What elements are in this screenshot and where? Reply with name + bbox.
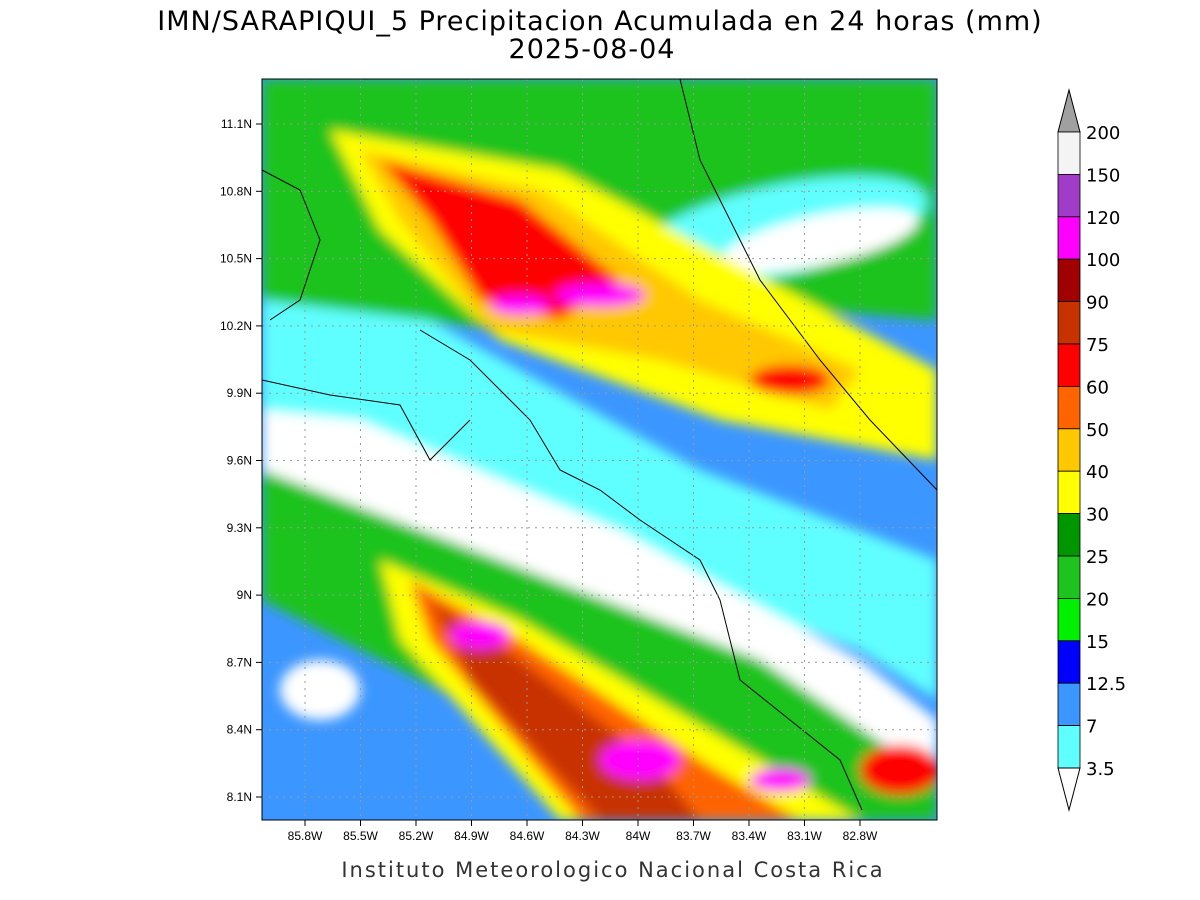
colorbar-label: 30 bbox=[1086, 505, 1109, 526]
colorbar-box bbox=[1057, 173, 1081, 218]
lat-tick-label: 10.8N bbox=[220, 184, 252, 198]
lon-tick-label: 84.6W bbox=[510, 829, 545, 843]
colorbar-over bbox=[1057, 88, 1081, 133]
colorbar-box bbox=[1057, 343, 1081, 387]
colorbar-under bbox=[1057, 767, 1081, 812]
footer: Instituto Meteorologico Nacional Costa R… bbox=[341, 858, 884, 882]
colorbar-box bbox=[1057, 385, 1081, 430]
colorbar-label: 50 bbox=[1086, 420, 1109, 441]
lon-tick-label: 83.7W bbox=[676, 829, 711, 843]
colorbar-box bbox=[1057, 555, 1081, 599]
colorbar-label: 7 bbox=[1086, 717, 1097, 738]
lon-tick-label: 83.4W bbox=[732, 829, 767, 843]
precip-field bbox=[262, 79, 937, 820]
colorbar-label: 120 bbox=[1086, 208, 1120, 229]
lat-tick-label: 10.2N bbox=[220, 319, 252, 333]
colorbar-label: 25 bbox=[1086, 547, 1109, 568]
colorbar-label: 200 bbox=[1086, 123, 1120, 144]
lon-tick-label: 85.2W bbox=[399, 829, 434, 843]
lon-tick-label: 84.9W bbox=[454, 829, 489, 843]
colorbar-box bbox=[1057, 470, 1081, 515]
colorbar-box bbox=[1057, 216, 1081, 260]
colorbar-label: 90 bbox=[1086, 293, 1109, 314]
lon-tick-label: 85.8W bbox=[288, 829, 323, 843]
map-frame bbox=[261, 78, 938, 821]
lat-tick-label: 11.1N bbox=[221, 117, 252, 131]
title: IMN/SARAPIQUI_5 Precipitacion Acumulada … bbox=[157, 6, 1042, 37]
lat-tick-label: 8.7N bbox=[227, 655, 252, 669]
lat-tick-label: 9.9N bbox=[227, 386, 252, 400]
colorbar-label: 100 bbox=[1086, 250, 1120, 271]
colorbar-label: 15 bbox=[1086, 632, 1109, 653]
colorbar-label: 12.5 bbox=[1086, 674, 1126, 695]
colorbar-box bbox=[1057, 258, 1081, 303]
colorbar-label: 40 bbox=[1086, 462, 1109, 483]
colorbar-label: 75 bbox=[1086, 335, 1109, 356]
date: 2025-08-04 bbox=[509, 34, 676, 65]
lat-tick-label: 8.4N bbox=[227, 723, 252, 737]
lat-tick-label: 9.6N bbox=[227, 454, 252, 468]
lat-tick-label: 10.5N bbox=[220, 252, 252, 266]
colorbar-label: 20 bbox=[1086, 589, 1109, 610]
lat-tick-label: 9N bbox=[237, 588, 252, 602]
colorbar-box bbox=[1057, 598, 1081, 642]
colorbar-box bbox=[1057, 640, 1081, 684]
colorbar-label: 150 bbox=[1086, 165, 1120, 186]
lat-tick-label: 9.3N bbox=[227, 521, 252, 535]
lon-tick-label: 84.3W bbox=[565, 829, 600, 843]
lon-tick-label: 84W bbox=[626, 829, 651, 843]
lon-tick-label: 85.5W bbox=[343, 829, 378, 843]
colorbar-box bbox=[1057, 513, 1081, 557]
lat-tick-label: 8.1N bbox=[227, 790, 252, 804]
colorbar-box bbox=[1057, 131, 1081, 175]
colorbar-box bbox=[1057, 428, 1081, 472]
colorbar-label: 60 bbox=[1086, 377, 1109, 398]
colorbar-label: 3.5 bbox=[1086, 759, 1115, 780]
coastline bbox=[262, 79, 937, 811]
lon-tick-label: 82.8W bbox=[843, 829, 878, 843]
lon-tick-label: 83.1W bbox=[787, 829, 822, 843]
colorbar-box bbox=[1057, 682, 1081, 727]
colorbar-box bbox=[1057, 725, 1081, 769]
colorbar-box bbox=[1057, 301, 1081, 345]
